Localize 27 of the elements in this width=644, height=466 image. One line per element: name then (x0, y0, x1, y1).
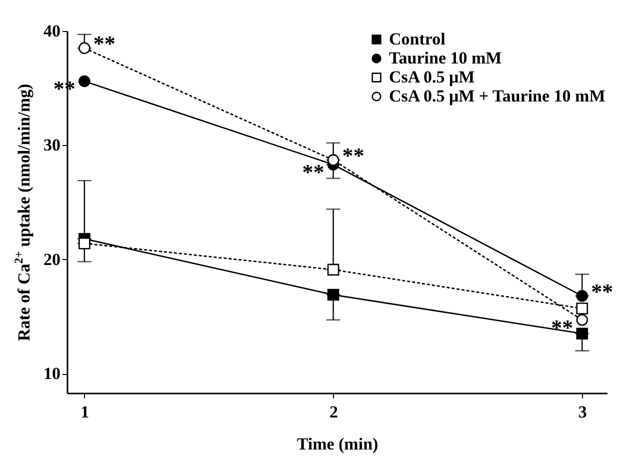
legend-label: CsA 0.5 μM (389, 68, 475, 86)
annotation: ** (591, 278, 614, 304)
point (327, 264, 340, 276)
y-tick-label: 40 (44, 22, 60, 40)
point (327, 288, 340, 301)
annotation: ** (551, 314, 574, 340)
annotation: ** (93, 31, 116, 56)
point (78, 42, 90, 54)
annotation: ** (302, 160, 324, 185)
point (576, 314, 588, 326)
y-tick-label: 10 (44, 364, 60, 384)
x-axis-title: Time (min) (296, 434, 378, 454)
x-tick-label: 2 (330, 402, 338, 422)
point (576, 302, 588, 314)
legend-label: Control (389, 30, 446, 48)
annotation: ** (342, 143, 364, 168)
y-tick-label: 20 (44, 250, 60, 269)
legend-label: CsA 0.5 μM + Taurine 10 mM (389, 86, 606, 106)
point (78, 238, 90, 250)
x-tick-label: 1 (80, 402, 90, 422)
legend-label: Taurine 10 mM (389, 48, 502, 68)
point (78, 75, 90, 88)
point (327, 154, 340, 166)
y-tick-label: 30 (44, 136, 60, 155)
point (576, 328, 588, 340)
x-tick-label: 3 (578, 402, 587, 422)
point (576, 290, 588, 302)
